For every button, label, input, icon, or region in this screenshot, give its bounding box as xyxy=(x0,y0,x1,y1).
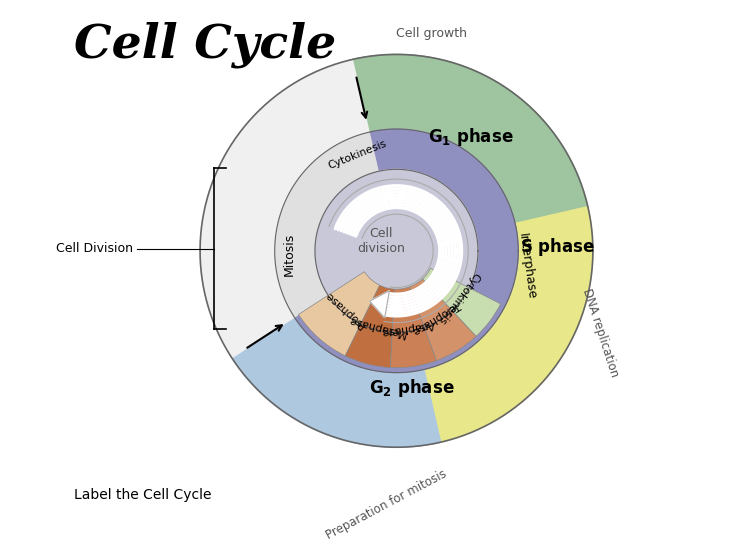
Text: Anaphase: Anaphase xyxy=(381,319,435,337)
Text: Cytokinesis: Cytokinesis xyxy=(327,138,388,171)
Wedge shape xyxy=(353,55,588,251)
Text: $\mathbf{G_2}$ phase: $\mathbf{G_2}$ phase xyxy=(369,378,455,399)
Wedge shape xyxy=(232,251,441,447)
Text: Interphase: Interphase xyxy=(516,232,538,301)
Text: Cell
division: Cell division xyxy=(357,227,405,255)
Text: $\mathbf{S}$ phase: $\mathbf{S}$ phase xyxy=(520,236,595,258)
Text: Mitosis: Mitosis xyxy=(283,233,296,277)
Wedge shape xyxy=(397,206,593,442)
Text: Metaphase: Metaphase xyxy=(347,314,407,338)
Text: Cytokinesis: Cytokinesis xyxy=(436,270,481,325)
Wedge shape xyxy=(299,272,380,356)
Wedge shape xyxy=(294,129,518,373)
Polygon shape xyxy=(369,291,389,318)
Text: Label the Cell Cycle: Label the Cell Cycle xyxy=(74,488,212,502)
Wedge shape xyxy=(409,279,476,360)
Wedge shape xyxy=(275,132,378,317)
Circle shape xyxy=(315,169,478,332)
Text: Cell Division: Cell Division xyxy=(56,242,133,256)
Text: Cell Cycle: Cell Cycle xyxy=(74,21,336,67)
Text: Cell growth: Cell growth xyxy=(396,26,467,40)
Text: DNA replication: DNA replication xyxy=(580,288,621,379)
Wedge shape xyxy=(390,287,436,368)
Wedge shape xyxy=(422,268,500,336)
Text: $\mathbf{G_1}$ phase: $\mathbf{G_1}$ phase xyxy=(428,126,514,148)
Text: Prophase: Prophase xyxy=(323,289,367,330)
Wedge shape xyxy=(200,60,397,358)
Wedge shape xyxy=(345,285,394,368)
Text: Telophase: Telophase xyxy=(411,299,463,336)
Text: Preparation for mitosis: Preparation for mitosis xyxy=(324,467,449,542)
